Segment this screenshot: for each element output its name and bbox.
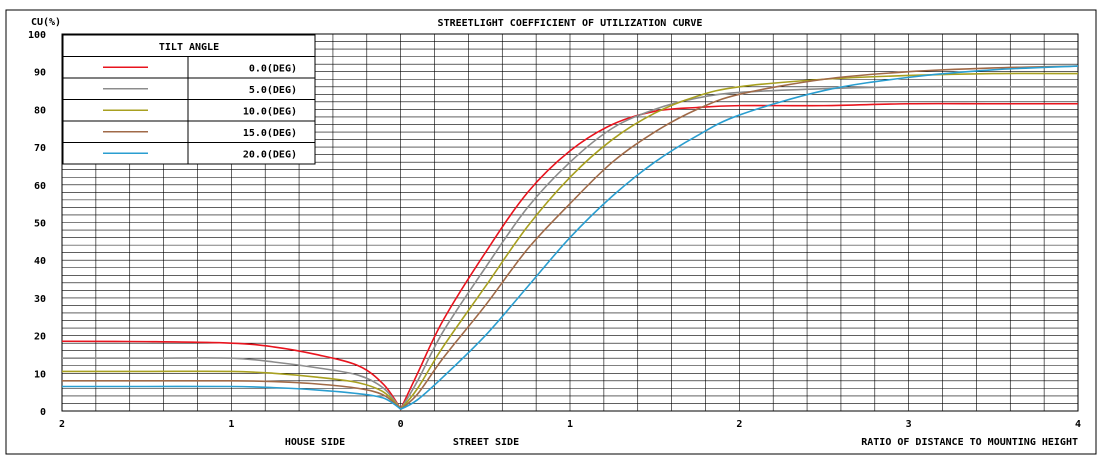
y-tick-label: 60 [34,181,46,192]
y-tick-label: 100 [28,30,46,41]
x-tick-label: 0 [398,419,404,430]
legend-entry-label: 15.0(DEG) [243,128,297,139]
series-line-1 [61,85,1078,411]
series-line-3 [62,65,1079,411]
chart-border [5,9,1097,455]
y-tick-label: 70 [34,143,46,154]
legend: TILT ANGLE 0.0(DEG) 5.0(DEG) 10.0(DEG) 15.0(… [62,34,316,165]
x-tick-label: 2 [59,419,65,430]
x-axis-label: RATIO OF DISTANCE TO MOUNTING HEIGHT [861,437,1078,448]
y-axis-label: CU(%) [31,17,61,28]
x-tick-label: 3 [906,419,912,430]
plot-frame [61,33,1079,412]
y-tick-label: 10 [34,369,46,380]
y-tick-label: 20 [34,332,46,343]
legend-entry-label: 10.0(DEG) [243,106,297,117]
x-tick-label: 4 [1075,419,1081,430]
y-tick-label: 90 [34,68,46,79]
legend-title: TILT ANGLE [159,42,219,53]
series-line-0 [61,102,1078,411]
chart-title: STREETLIGHT COEFFICIENT OF UTILIZATION C… [438,18,703,29]
legend-entry-label: 5.0(DEG) [249,85,297,96]
series-line-4 [62,65,1079,411]
x-tick-label: 1 [228,419,234,430]
x-tick-label: 1 [567,419,573,430]
legend-entry-label: 20.0(DEG) [243,149,297,160]
x-tick-label: 2 [736,419,742,430]
house-side-caption: HOUSE SIDE [285,437,345,448]
y-tick-label: 80 [34,105,46,116]
y-tick-label: 40 [34,256,46,267]
y-tick-label: 50 [34,219,46,230]
y-tick-label: 0 [40,407,46,418]
y-tick-label: 30 [34,294,46,305]
legend-entry-label: 0.0(DEG) [249,63,297,74]
street-side-caption: STREET SIDE [453,437,519,448]
series-lines [61,65,1079,411]
